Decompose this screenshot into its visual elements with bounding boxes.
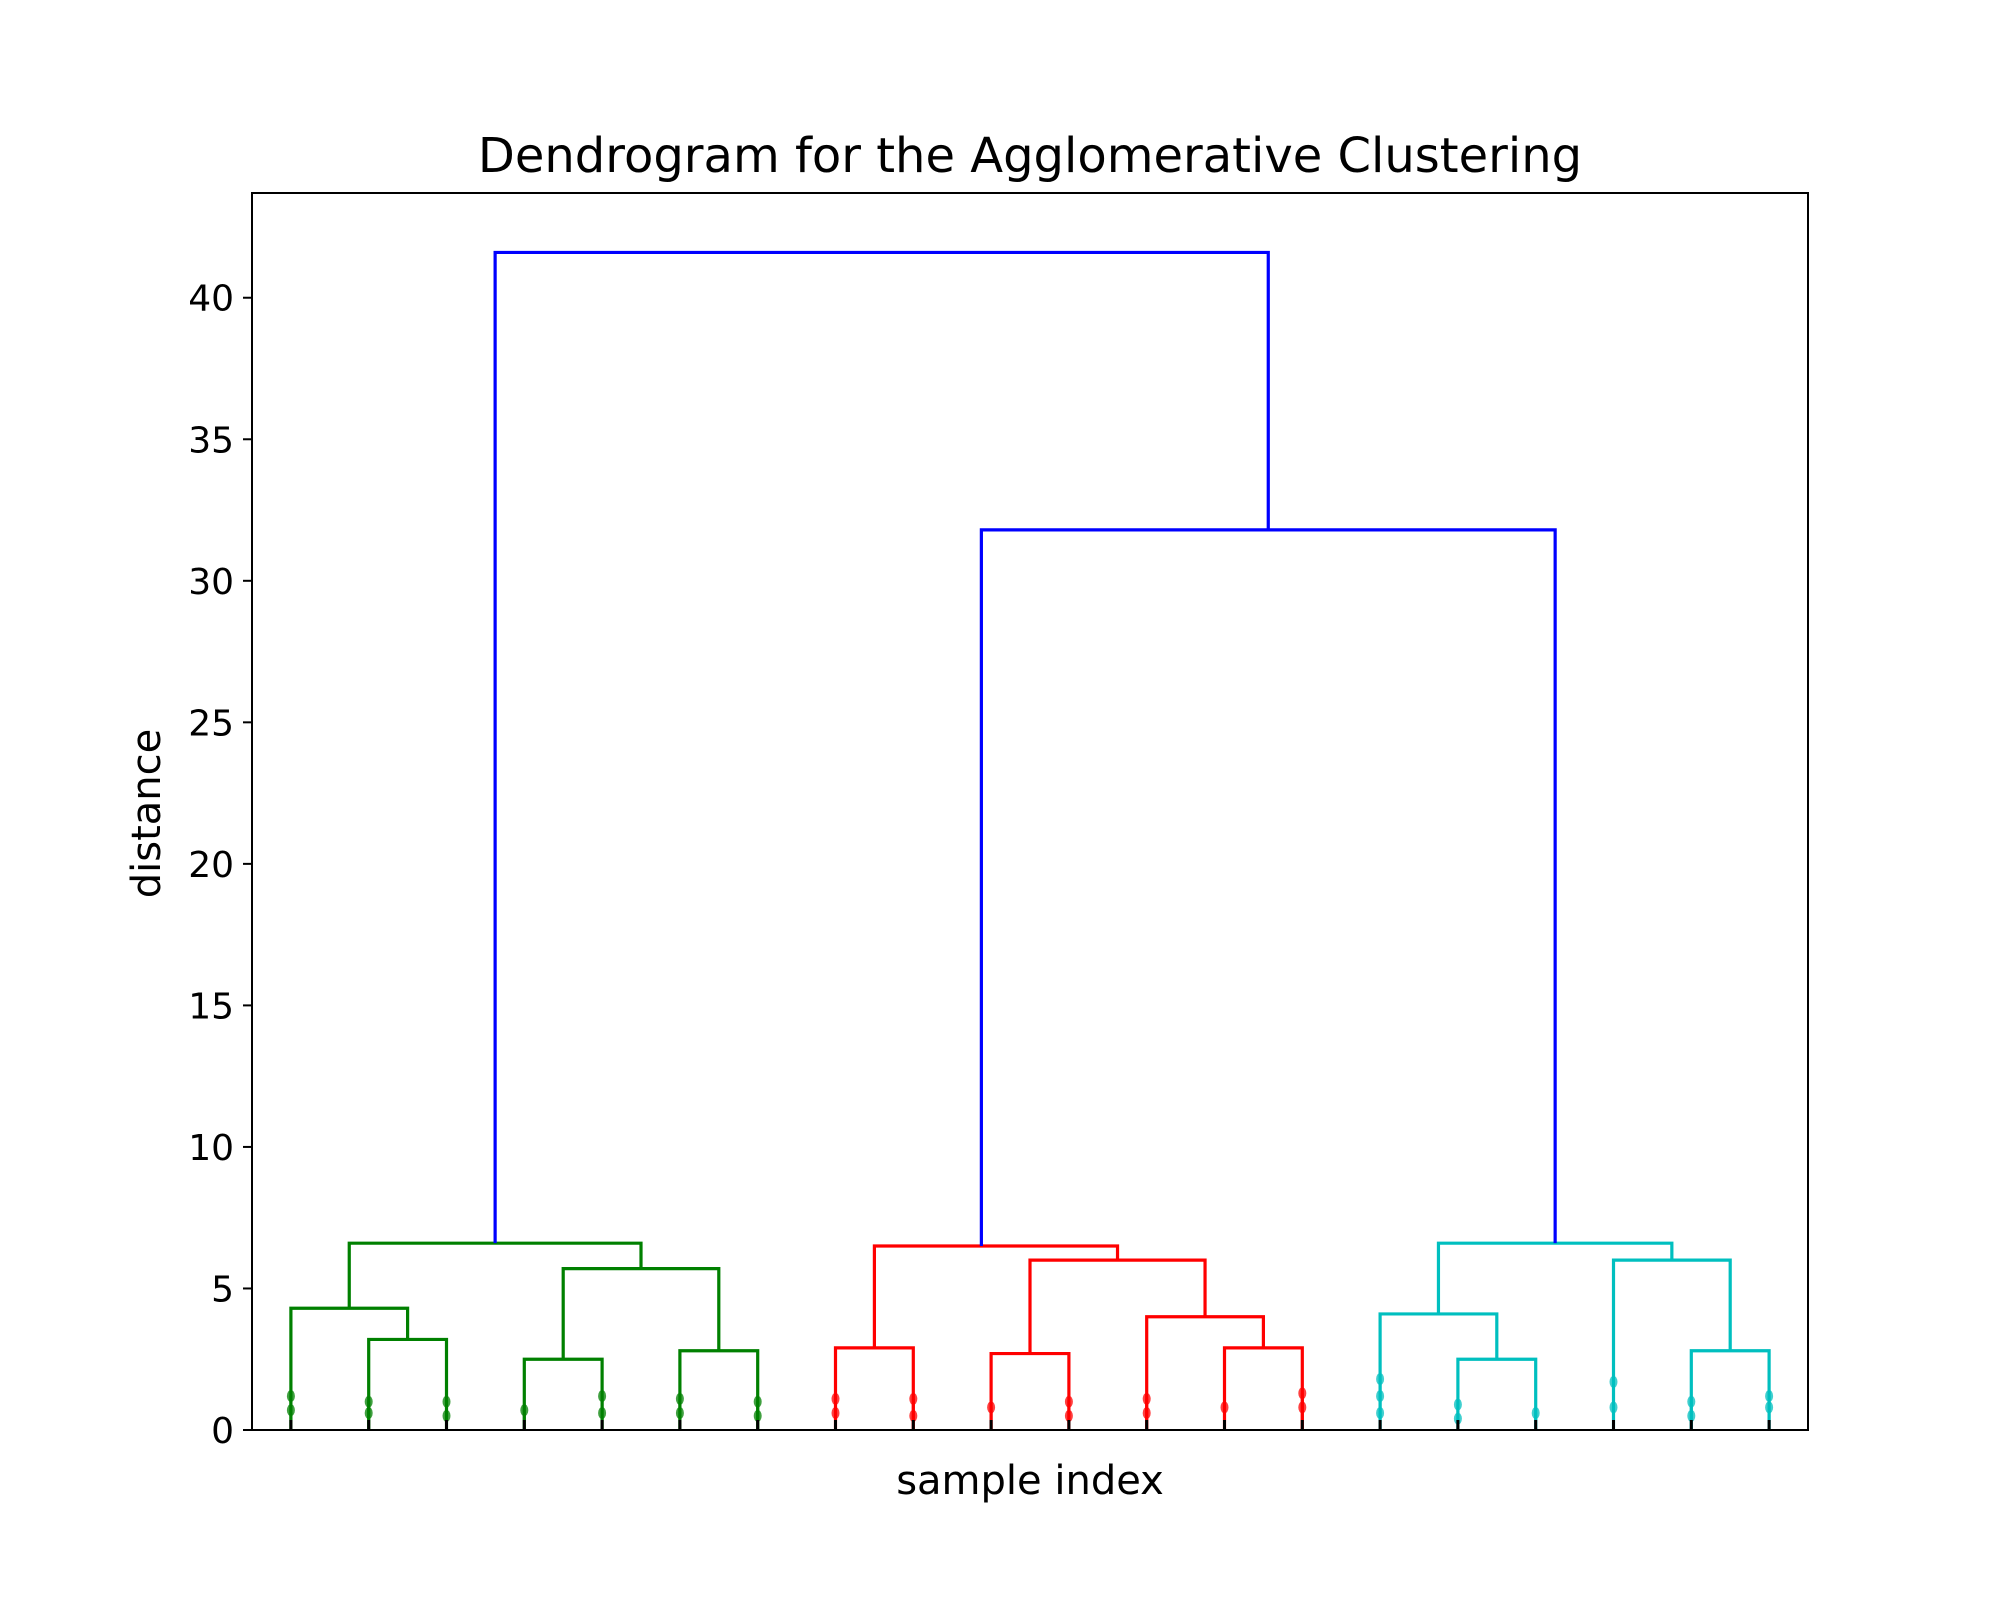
leaf-point bbox=[1453, 1398, 1462, 1411]
leaf-marker bbox=[1298, 1387, 1307, 1430]
leaf-marker bbox=[1220, 1401, 1229, 1430]
dendrogram-link bbox=[1436, 1241, 1674, 1314]
y-tick-label: 15 bbox=[188, 986, 234, 1027]
leaf-point bbox=[1298, 1387, 1307, 1400]
dendrogram-link bbox=[367, 1337, 449, 1430]
y-tick-label: 10 bbox=[188, 1128, 234, 1169]
leaf-marker bbox=[442, 1395, 451, 1430]
leaf-point bbox=[1376, 1373, 1385, 1386]
leaf-marker bbox=[598, 1390, 607, 1430]
leaf-point bbox=[442, 1409, 451, 1422]
leaf-point bbox=[598, 1390, 607, 1403]
leaf-marker bbox=[1376, 1373, 1385, 1430]
leaf-marker bbox=[1687, 1395, 1696, 1430]
leaf-point bbox=[598, 1407, 607, 1420]
leaf-point bbox=[753, 1409, 762, 1422]
y-axis-title: distance bbox=[124, 729, 170, 899]
leaf-point bbox=[753, 1395, 762, 1408]
y-tick-label: 40 bbox=[188, 279, 234, 320]
leaf-marker bbox=[675, 1392, 684, 1430]
leaf-point bbox=[286, 1390, 295, 1403]
axes-frame bbox=[251, 192, 1809, 1431]
leaf-point bbox=[442, 1395, 451, 1408]
leaf-point bbox=[1765, 1401, 1774, 1414]
leaf-point bbox=[364, 1395, 373, 1408]
y-tick-label: 20 bbox=[188, 845, 234, 886]
leaf-point bbox=[1220, 1401, 1229, 1414]
leaf-marker bbox=[364, 1395, 373, 1430]
leaf-marker bbox=[1609, 1375, 1618, 1430]
dendrogram-link bbox=[872, 1244, 1120, 1348]
leaf-point bbox=[1376, 1407, 1385, 1420]
leaf-marker bbox=[987, 1401, 996, 1430]
leaf-point bbox=[675, 1407, 684, 1420]
leaf-marker bbox=[1765, 1390, 1774, 1430]
leaf-point bbox=[909, 1392, 918, 1405]
leaf-point bbox=[831, 1392, 840, 1405]
y-tick-label: 0 bbox=[211, 1411, 234, 1452]
y-axis: 0 5 10 15 20 25 30 35 40 bbox=[188, 279, 252, 1452]
leaf-point bbox=[1142, 1392, 1151, 1405]
leaf-marker bbox=[520, 1404, 529, 1430]
leaf-point bbox=[520, 1404, 529, 1417]
leaf-point bbox=[987, 1401, 996, 1414]
leaf-marker bbox=[1064, 1395, 1073, 1430]
leaf-marker bbox=[909, 1392, 918, 1430]
x-axis-title: sample index bbox=[896, 1458, 1164, 1504]
leaf-marker bbox=[1453, 1398, 1462, 1430]
leaf-point bbox=[1609, 1401, 1618, 1414]
leaf-point bbox=[675, 1392, 684, 1405]
leaf-marker bbox=[753, 1395, 762, 1430]
leaf-point bbox=[1765, 1390, 1774, 1403]
dendrogram-link bbox=[347, 1241, 643, 1309]
dendrogram-link bbox=[493, 250, 1270, 1244]
leaf-point bbox=[831, 1407, 840, 1420]
leaf-point bbox=[909, 1409, 918, 1422]
leaf-point bbox=[1687, 1409, 1696, 1422]
leaf-point bbox=[1298, 1401, 1307, 1414]
leaf-point bbox=[1142, 1407, 1151, 1420]
chart-title: Dendrogram for the Agglomerative Cluster… bbox=[478, 128, 1582, 184]
dendrogram-links bbox=[289, 250, 1771, 1430]
leaf-point bbox=[1609, 1375, 1618, 1388]
leaf-point bbox=[1376, 1390, 1385, 1403]
leaf-marker bbox=[286, 1390, 295, 1430]
leaf-point bbox=[1453, 1412, 1462, 1425]
leaf-markers bbox=[286, 1373, 1774, 1430]
leaf-point bbox=[1531, 1407, 1540, 1420]
leaf-point bbox=[1064, 1409, 1073, 1422]
leaf-marker bbox=[1142, 1392, 1151, 1430]
leaf-point bbox=[286, 1404, 295, 1417]
y-tick-label: 25 bbox=[188, 703, 234, 744]
y-tick-label: 35 bbox=[188, 420, 234, 461]
leaf-marker bbox=[1531, 1407, 1540, 1430]
leaf-marker bbox=[831, 1392, 840, 1430]
y-tick-label: 5 bbox=[211, 1269, 234, 1310]
y-tick-label: 30 bbox=[188, 562, 234, 603]
leaf-point bbox=[364, 1407, 373, 1420]
leaf-point bbox=[1687, 1395, 1696, 1408]
leaf-point bbox=[1064, 1395, 1073, 1408]
